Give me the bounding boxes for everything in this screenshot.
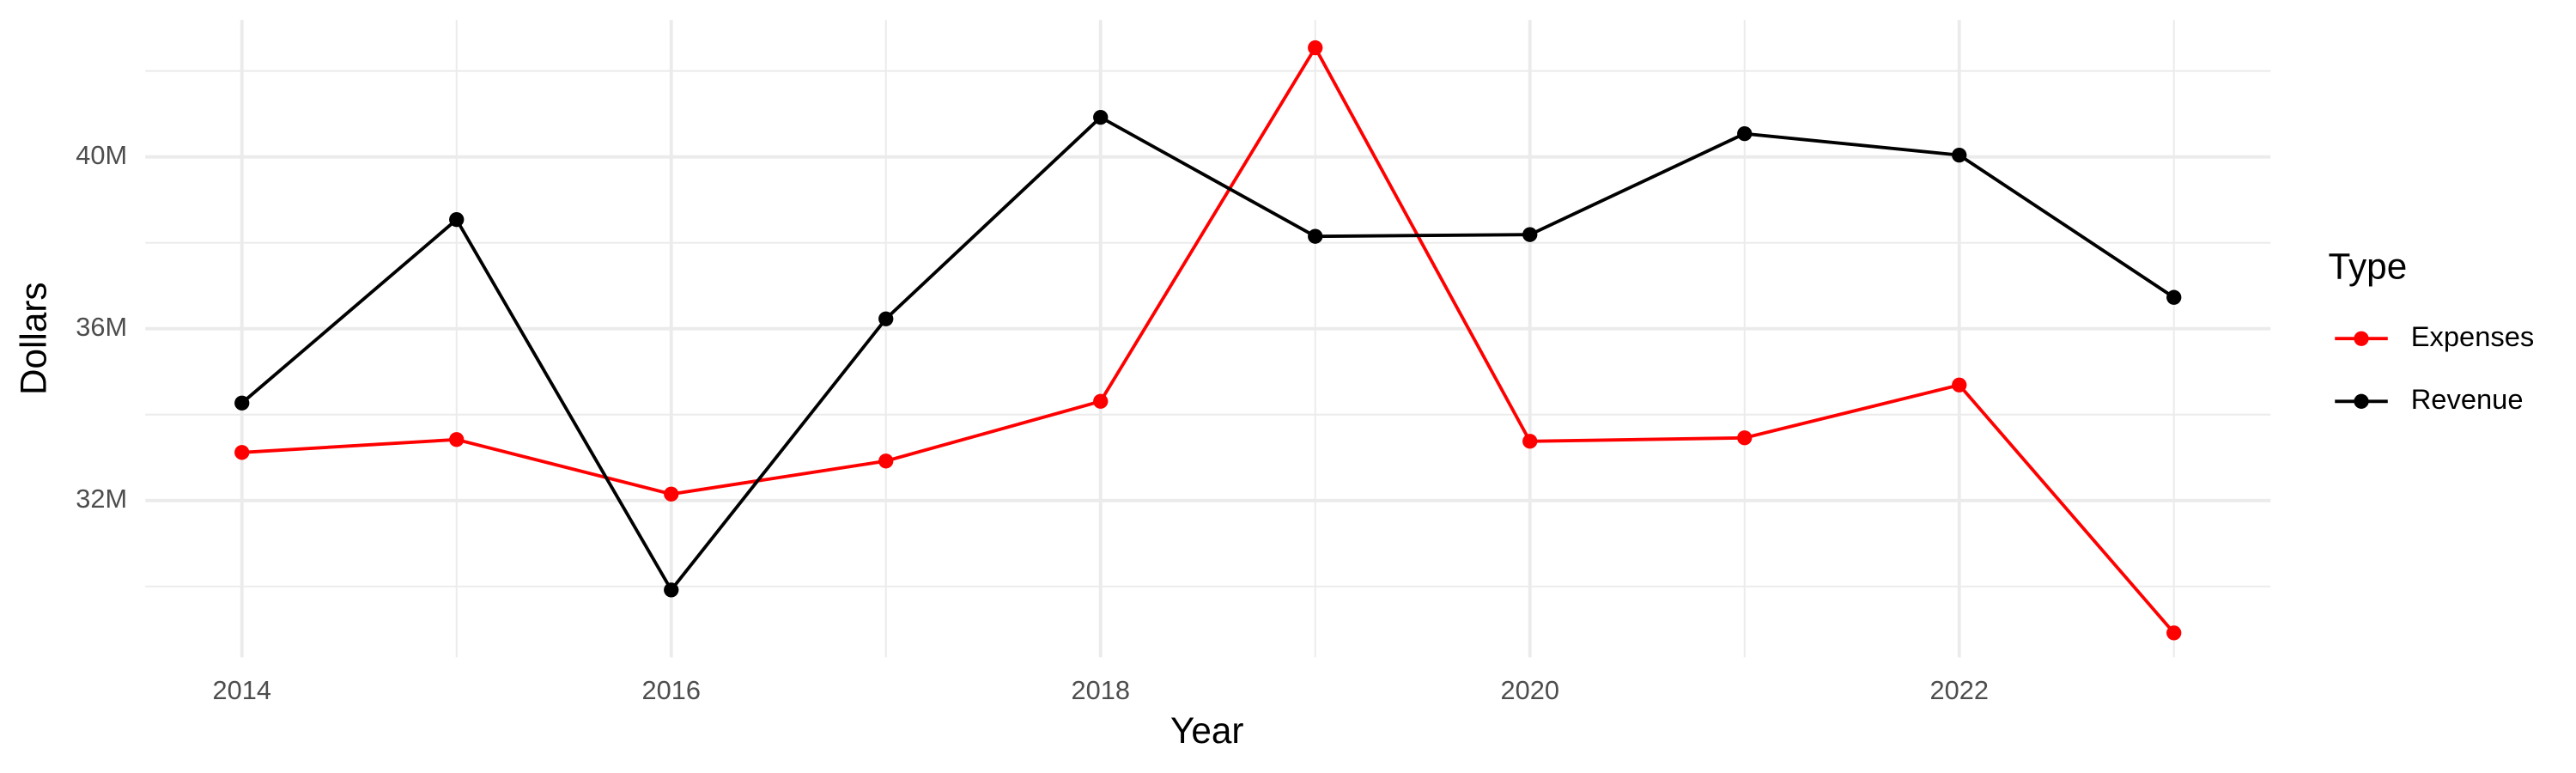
x-tick-label: 2020 (1501, 675, 1559, 705)
data-point (2166, 289, 2182, 305)
data-point (449, 432, 465, 447)
data-point (878, 311, 894, 326)
x-axis-title: Year (1170, 710, 1243, 751)
data-point (664, 486, 679, 502)
series-line (240, 115, 2175, 593)
y-tick-label: 40M (76, 140, 127, 170)
legend-label: Revenue (2411, 383, 2524, 415)
y-tick-label: 32M (76, 484, 127, 514)
data-point (1308, 40, 1323, 56)
data-point (1737, 430, 1753, 446)
data-point (2166, 625, 2182, 641)
data-point (234, 395, 250, 411)
x-tick-label: 2014 (213, 675, 271, 705)
data-point (1093, 109, 1109, 125)
data-point (449, 212, 465, 228)
data-point (1522, 434, 1538, 449)
legend-key-point (2354, 331, 2369, 346)
y-axis-title: Dollars (13, 282, 53, 395)
legend-title: Type (2329, 247, 2408, 287)
legend-key-point (2354, 393, 2369, 409)
y-tick-label: 36M (76, 312, 127, 342)
series-line (241, 44, 2176, 635)
data-point (1522, 227, 1538, 242)
x-tick-label: 2016 (642, 675, 701, 705)
data-point (1308, 228, 1323, 244)
data-point (1952, 147, 1967, 163)
data-point (1952, 377, 1967, 393)
data-point (1093, 393, 1109, 409)
x-tick-label: 2018 (1072, 675, 1130, 705)
data-point (234, 445, 250, 460)
data-point (878, 453, 894, 469)
data-point (664, 582, 679, 598)
data-point (1737, 125, 1753, 142)
x-tick-label: 2022 (1930, 675, 1989, 705)
legend-label: Expenses (2411, 320, 2535, 352)
